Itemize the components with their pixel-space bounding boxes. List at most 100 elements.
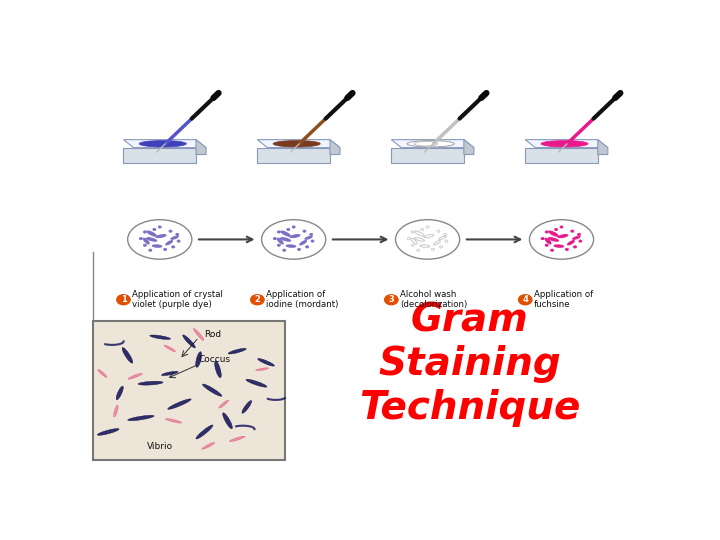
Ellipse shape (444, 233, 446, 235)
Ellipse shape (544, 141, 570, 146)
Ellipse shape (415, 238, 425, 241)
Ellipse shape (572, 236, 580, 239)
Ellipse shape (579, 240, 582, 242)
Ellipse shape (194, 328, 204, 341)
Ellipse shape (424, 234, 434, 238)
Ellipse shape (261, 220, 325, 259)
Ellipse shape (571, 230, 574, 232)
Polygon shape (392, 147, 464, 163)
Text: Coccus: Coccus (199, 355, 231, 364)
Ellipse shape (283, 249, 286, 251)
Ellipse shape (127, 220, 192, 259)
Ellipse shape (554, 228, 557, 231)
Text: Vibrio: Vibrio (147, 442, 173, 451)
Ellipse shape (276, 141, 302, 146)
Ellipse shape (286, 245, 296, 247)
Ellipse shape (415, 231, 424, 237)
Ellipse shape (310, 233, 312, 235)
Text: Application of
iodine (mordant): Application of iodine (mordant) (266, 290, 338, 309)
Polygon shape (392, 140, 474, 147)
Polygon shape (330, 140, 340, 154)
Ellipse shape (529, 220, 593, 259)
Ellipse shape (273, 140, 320, 147)
Ellipse shape (169, 230, 172, 232)
Ellipse shape (128, 373, 143, 379)
Ellipse shape (277, 231, 280, 233)
Ellipse shape (147, 238, 157, 241)
Ellipse shape (158, 226, 161, 228)
Ellipse shape (161, 372, 178, 376)
Text: Rod: Rod (204, 330, 222, 339)
Ellipse shape (554, 245, 564, 247)
Ellipse shape (147, 231, 156, 237)
Circle shape (518, 295, 532, 305)
Polygon shape (124, 147, 196, 163)
Ellipse shape (567, 240, 575, 245)
Ellipse shape (177, 240, 180, 242)
Ellipse shape (281, 231, 290, 237)
Ellipse shape (228, 348, 246, 354)
Ellipse shape (420, 228, 423, 231)
Circle shape (251, 295, 264, 305)
Ellipse shape (97, 429, 119, 435)
Ellipse shape (545, 244, 548, 246)
Ellipse shape (438, 236, 446, 239)
Ellipse shape (122, 348, 132, 363)
Ellipse shape (168, 399, 191, 409)
Ellipse shape (577, 233, 580, 235)
Polygon shape (598, 140, 608, 154)
Text: Application of
fuchsine: Application of fuchsine (534, 290, 593, 309)
Ellipse shape (417, 249, 420, 251)
Ellipse shape (256, 368, 269, 371)
Ellipse shape (300, 240, 307, 245)
Ellipse shape (277, 238, 283, 244)
Ellipse shape (274, 238, 276, 240)
FancyBboxPatch shape (93, 321, 285, 460)
Ellipse shape (408, 238, 410, 240)
Polygon shape (124, 140, 206, 147)
Ellipse shape (258, 359, 274, 366)
Ellipse shape (395, 220, 459, 259)
Ellipse shape (541, 140, 588, 147)
Ellipse shape (176, 233, 179, 235)
Ellipse shape (222, 413, 233, 429)
Ellipse shape (164, 345, 176, 352)
Ellipse shape (297, 248, 300, 251)
Ellipse shape (242, 401, 252, 413)
Polygon shape (526, 147, 598, 163)
Ellipse shape (116, 386, 123, 400)
Ellipse shape (149, 249, 152, 251)
Ellipse shape (305, 236, 312, 239)
Ellipse shape (306, 246, 309, 248)
Ellipse shape (560, 226, 563, 228)
Circle shape (384, 295, 398, 305)
Circle shape (117, 295, 130, 305)
Ellipse shape (143, 238, 149, 244)
Ellipse shape (143, 231, 146, 233)
Ellipse shape (229, 436, 246, 442)
Ellipse shape (290, 234, 300, 238)
Ellipse shape (166, 240, 173, 245)
Ellipse shape (541, 238, 544, 240)
Ellipse shape (574, 246, 577, 248)
Ellipse shape (196, 352, 202, 367)
Ellipse shape (292, 226, 295, 228)
Polygon shape (464, 140, 474, 154)
Text: Alcohol wash
(decolorization): Alcohol wash (decolorization) (400, 290, 467, 309)
Ellipse shape (215, 361, 221, 377)
Ellipse shape (431, 248, 434, 251)
Ellipse shape (152, 245, 162, 247)
Ellipse shape (558, 234, 568, 238)
Ellipse shape (545, 231, 548, 233)
Ellipse shape (202, 384, 222, 396)
Ellipse shape (172, 246, 175, 248)
Ellipse shape (426, 226, 429, 228)
Ellipse shape (549, 238, 559, 241)
Ellipse shape (277, 244, 280, 246)
Ellipse shape (551, 249, 554, 251)
Ellipse shape (196, 425, 213, 439)
Ellipse shape (411, 238, 417, 244)
Ellipse shape (445, 240, 448, 242)
Ellipse shape (140, 238, 143, 240)
Ellipse shape (127, 415, 154, 421)
